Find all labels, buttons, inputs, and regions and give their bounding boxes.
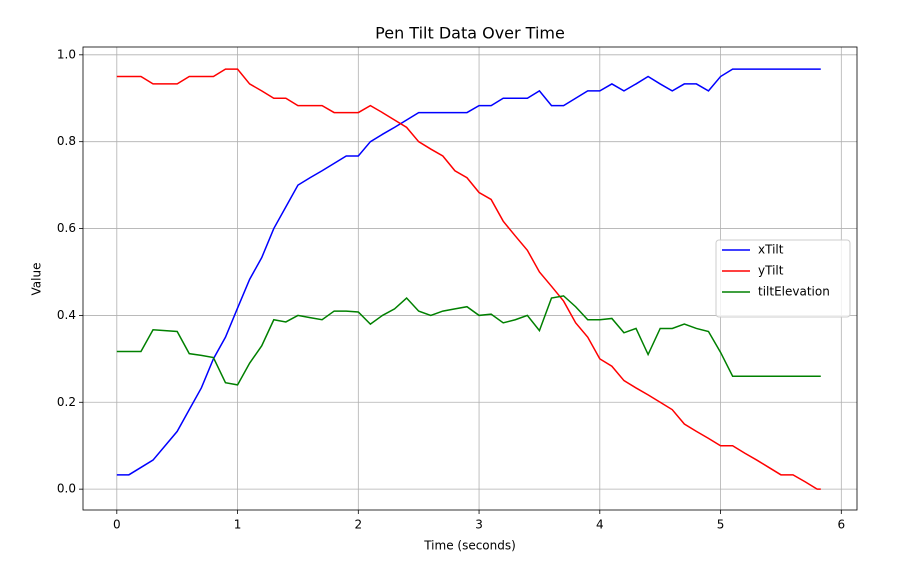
line-series (116, 68, 821, 476)
y-tick-label: 0.2 (57, 395, 76, 409)
y-tick-label: 0.8 (57, 134, 76, 148)
line-series (116, 295, 821, 386)
x-tick-label: 4 (596, 518, 604, 532)
x-tick-label: 1 (234, 518, 242, 532)
y-tick-label: 0.0 (57, 482, 76, 496)
legend-label: tiltElevation (758, 285, 830, 299)
x-tick-label: 6 (837, 518, 845, 532)
y-tick-label: 1.0 (57, 47, 76, 61)
x-tick-label: 3 (475, 518, 483, 532)
x-axis-label: Time (seconds) (423, 539, 516, 553)
plot-frame (82, 46, 858, 511)
y-axis-label: Value (30, 263, 44, 296)
x-tick-label: 0 (113, 518, 121, 532)
y-tick-label: 0.4 (57, 308, 76, 322)
legend-label: yTilt (758, 264, 784, 278)
chart-title: Pen Tilt Data Over Time (375, 24, 565, 43)
x-tick-label: 5 (717, 518, 725, 532)
y-tick-label: 0.6 (57, 221, 76, 235)
legend: xTilt yTilt tiltElevation (715, 239, 851, 318)
line-series (116, 68, 821, 490)
legend-label: xTilt (758, 243, 784, 257)
legend-box (715, 239, 851, 318)
x-tick-label: 2 (354, 518, 362, 532)
